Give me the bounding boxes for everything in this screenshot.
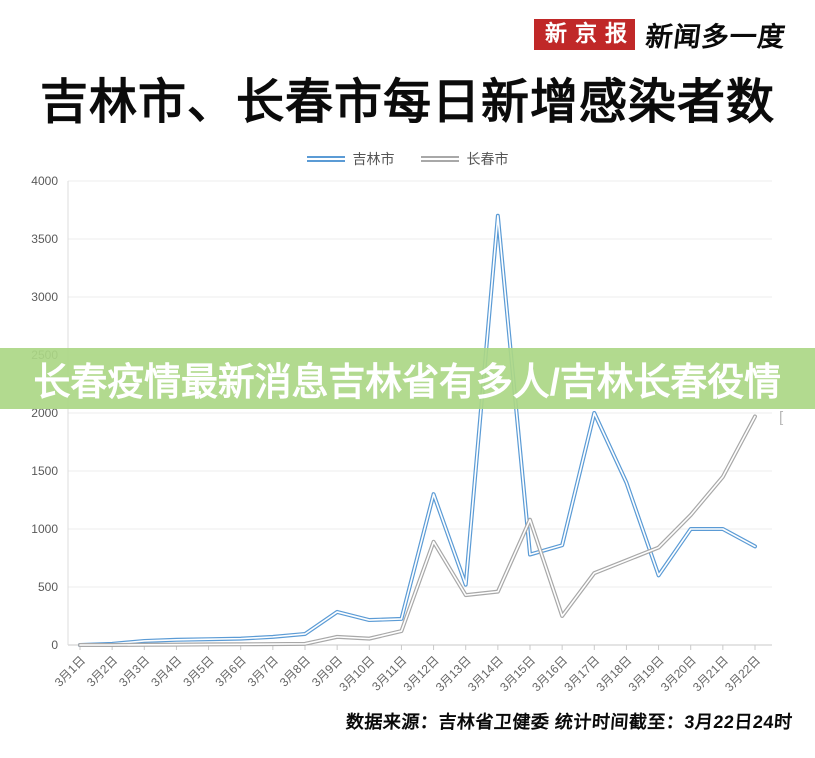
y-axis-tick-label: 2000 xyxy=(31,406,58,420)
x-axis-tick-label: 3月4日 xyxy=(148,653,184,689)
x-axis-tick-label: 3月1日 xyxy=(52,653,88,689)
chart-legend: 吉林市 长春市 xyxy=(0,149,815,169)
x-axis-tick-label: 3月10日 xyxy=(336,653,377,694)
y-axis-tick-label: 1500 xyxy=(31,464,58,478)
series-line-core-changchun xyxy=(79,415,756,646)
x-axis-tick-label: 3月6日 xyxy=(213,653,249,689)
legend-line-swatch-jilin xyxy=(306,156,345,162)
x-axis-tick-label: 3月3日 xyxy=(116,653,152,689)
legend-item-jilin: 吉林市 xyxy=(306,149,395,169)
legend-line-swatch-changchun xyxy=(420,156,459,162)
series-line-changchun xyxy=(78,414,757,647)
watermark-banner: 长春疫情最新消息吉林省有多人/吉林长春役情 xyxy=(0,348,815,409)
legend-label-jilin: 吉林市 xyxy=(352,151,395,167)
x-axis-tick-label: 3月8日 xyxy=(277,653,313,689)
y-axis-tick-label: 4000 xyxy=(31,174,58,188)
x-axis-tick-label: 3月2日 xyxy=(84,653,120,689)
legend-item-changchun: 长春市 xyxy=(420,149,509,169)
legend-label-changchun: 长春市 xyxy=(466,151,509,167)
watermark-text: 长春疫情最新消息吉林省有多人/吉林长春役情 xyxy=(33,362,782,404)
x-axis-tick-label: 3月7日 xyxy=(245,653,281,689)
brand-header: 新京报 新闻多一度 xyxy=(534,16,788,52)
page-title: 吉林市、长春市每日新增感染者数 xyxy=(39,76,775,129)
series-line-core-jilin xyxy=(79,215,756,646)
y-axis-tick-label: 1000 xyxy=(31,522,58,536)
y-axis-tick-label: 0 xyxy=(51,638,58,652)
x-axis-tick-label: 3月5日 xyxy=(180,653,216,689)
stray-bracket-artifact: [ xyxy=(779,409,784,426)
y-axis-tick-label: 500 xyxy=(38,580,58,594)
x-axis-tick-label: 3月22日 xyxy=(722,653,763,694)
logo-text: 新京报 xyxy=(545,20,636,46)
beijing-news-logo: 新京报 xyxy=(534,18,636,50)
y-axis-tick-label: 3000 xyxy=(31,290,58,304)
y-axis-tick-label: 3500 xyxy=(31,232,58,246)
